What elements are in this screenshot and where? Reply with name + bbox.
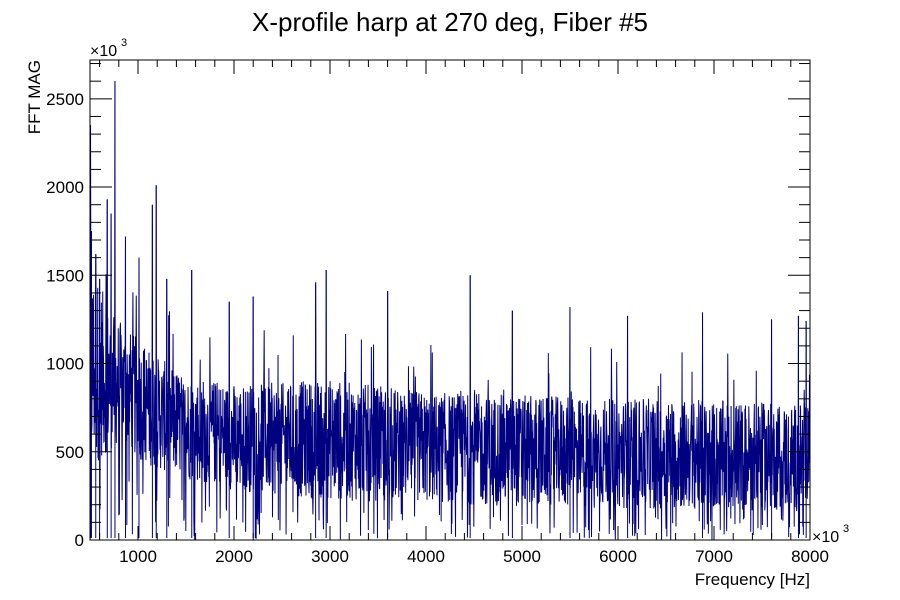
y-multiplier-exp: 3 [121, 37, 127, 49]
y-multiplier: ×10 3 [90, 37, 127, 60]
x-tick-label: 5000 [503, 547, 541, 566]
y-axis-label: FFT MAG [25, 60, 44, 134]
y-tick-label: 1500 [46, 266, 84, 285]
chart-title: X-profile harp at 270 deg, Fiber #5 [252, 7, 648, 37]
y-tick-label: 500 [56, 443, 84, 462]
x-tick-label: 3000 [311, 547, 349, 566]
y-tick-label: 2000 [46, 178, 84, 197]
plot-frame [89, 59, 811, 541]
x-tick-label: 1000 [119, 547, 157, 566]
x-tick-label: 6000 [599, 547, 637, 566]
y-tick-label: 0 [75, 531, 84, 550]
y-tick-label: 1000 [46, 355, 84, 374]
x-tick-label: 7000 [695, 547, 733, 566]
x-multiplier: ×10 3 [812, 523, 849, 546]
x-axis-label: Frequency [Hz] [695, 570, 810, 589]
x-tick-label: 2000 [215, 547, 253, 566]
x-multiplier-exp: 3 [843, 523, 849, 535]
x-tick-label: 8000 [791, 547, 829, 566]
x-multiplier-base: ×10 [812, 529, 839, 546]
y-tick-label: 2500 [46, 90, 84, 109]
y-axis: 0 500 1000 1500 2000 2500 [46, 63, 810, 550]
x-tick-label: 4000 [407, 547, 445, 566]
x-axis: 1000 2000 3000 4000 5000 6000 7000 8000 [99, 60, 829, 566]
spectrum-line [90, 81, 810, 540]
y-multiplier-base: ×10 [90, 43, 117, 60]
series-layer [90, 81, 810, 540]
